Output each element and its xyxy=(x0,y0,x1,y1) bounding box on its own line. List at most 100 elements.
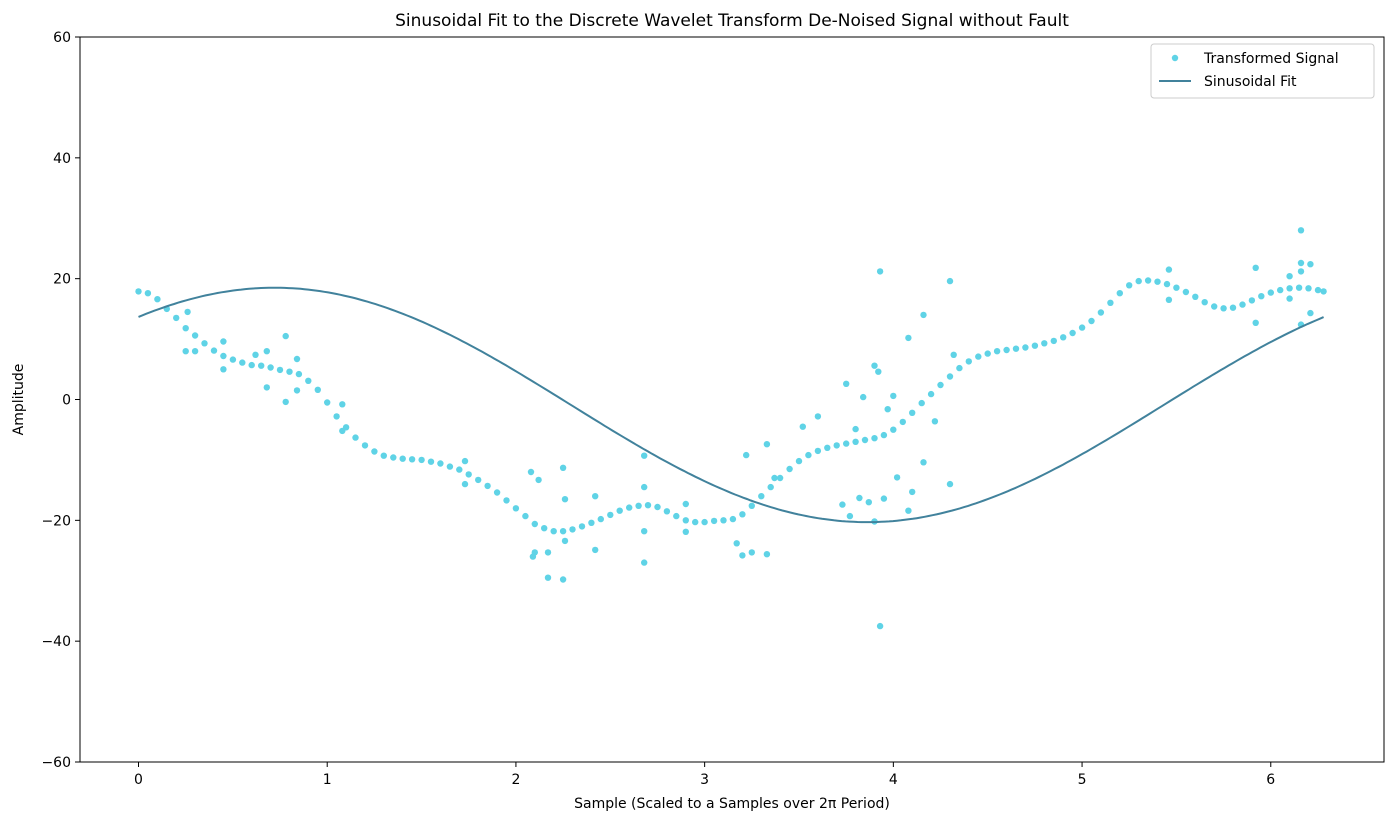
signal-point xyxy=(946,480,954,488)
signal-point xyxy=(1201,299,1208,306)
signal-point xyxy=(1277,286,1284,294)
sinusoidal-fit-series xyxy=(138,286,1324,524)
signal-point xyxy=(1107,299,1114,306)
signal-point xyxy=(446,463,454,470)
signal-point xyxy=(220,338,227,345)
signal-point xyxy=(1173,284,1180,291)
signal-point xyxy=(522,512,529,520)
signal-point xyxy=(282,332,289,340)
signal-point xyxy=(1295,284,1303,291)
signal-point xyxy=(427,458,435,465)
x-tick-label: 4 xyxy=(889,772,898,788)
signal-point xyxy=(1088,317,1095,325)
signal-point xyxy=(880,495,888,502)
signal-point xyxy=(263,384,270,391)
signal-point xyxy=(339,401,346,408)
signal-point xyxy=(824,444,831,451)
signal-point xyxy=(531,520,538,528)
signal-point xyxy=(763,441,771,448)
signal-point xyxy=(1252,264,1259,271)
signal-point xyxy=(293,355,301,363)
signal-point xyxy=(984,350,991,357)
signal-point xyxy=(461,480,469,488)
signal-point xyxy=(965,358,972,365)
x-axis: 0 1 2 3 4 5 6 xyxy=(134,762,1275,788)
signal-point xyxy=(390,454,397,461)
x-tick-label: 1 xyxy=(323,772,332,788)
legend: Transformed Signal Sinusoidal Fit xyxy=(1150,43,1375,99)
signal-point xyxy=(993,348,1001,355)
signal-point xyxy=(937,381,944,389)
signal-point xyxy=(437,460,444,467)
signal-point xyxy=(182,325,189,332)
signal-point xyxy=(258,362,265,369)
signal-point xyxy=(1307,261,1314,268)
signal-point xyxy=(1163,280,1171,288)
signal-point xyxy=(654,503,661,511)
signal-point xyxy=(607,511,614,519)
signal-point xyxy=(950,351,957,358)
signal-point xyxy=(399,455,406,462)
signal-point xyxy=(814,413,822,420)
signal-point xyxy=(641,528,648,535)
signal-point xyxy=(635,502,642,509)
signal-point xyxy=(1165,296,1173,303)
signal-point xyxy=(748,549,755,556)
signal-point xyxy=(843,440,850,447)
signal-point xyxy=(220,366,227,373)
signal-point xyxy=(173,314,180,322)
signal-point xyxy=(295,370,303,378)
signal-point xyxy=(799,423,806,430)
signal-point xyxy=(220,352,227,360)
signal-point xyxy=(1286,285,1293,292)
signal-point xyxy=(1041,340,1048,347)
signal-point xyxy=(927,390,935,398)
signal-point xyxy=(875,368,882,375)
signal-point xyxy=(465,471,472,478)
signal-point xyxy=(871,362,878,369)
x-tick-label: 2 xyxy=(511,772,520,788)
signal-point xyxy=(758,493,765,500)
signal-point xyxy=(305,377,312,384)
transformed-signal-points xyxy=(135,227,1327,630)
signal-point xyxy=(956,364,963,372)
signal-point xyxy=(493,489,501,496)
signal-point xyxy=(1258,293,1265,300)
signal-point xyxy=(361,442,369,449)
signal-point xyxy=(786,465,793,473)
signal-point xyxy=(1031,342,1039,349)
signal-point xyxy=(641,452,648,459)
signal-point xyxy=(856,494,863,502)
signal-point xyxy=(135,288,142,295)
signal-point xyxy=(884,406,891,413)
signal-point xyxy=(682,517,689,524)
signal-point xyxy=(592,493,599,500)
signal-point xyxy=(909,409,916,416)
signal-point xyxy=(673,512,680,520)
signal-point xyxy=(710,517,718,525)
signal-point xyxy=(1182,288,1190,296)
signal-point xyxy=(597,515,604,523)
signal-point xyxy=(154,296,161,303)
signal-point xyxy=(905,334,912,342)
signal-point xyxy=(852,425,859,433)
signal-point xyxy=(682,500,689,508)
signal-point xyxy=(814,447,822,455)
signal-point xyxy=(805,451,812,459)
signal-point xyxy=(1297,259,1305,267)
signal-point xyxy=(1078,324,1086,331)
signal-point xyxy=(767,483,774,491)
signal-point xyxy=(918,399,925,407)
y-tick-label: −60 xyxy=(41,755,71,771)
signal-point xyxy=(771,474,778,482)
x-tick-label: 0 xyxy=(134,772,143,788)
signal-point xyxy=(239,359,246,366)
signal-point xyxy=(729,515,737,523)
signal-point xyxy=(931,418,939,425)
legend-marker-transformed-signal xyxy=(1171,54,1179,62)
signal-point xyxy=(314,386,321,393)
y-tick-label: 60 xyxy=(53,30,71,46)
signal-point xyxy=(763,551,771,558)
signal-point xyxy=(1320,288,1327,295)
signal-point xyxy=(333,413,340,420)
